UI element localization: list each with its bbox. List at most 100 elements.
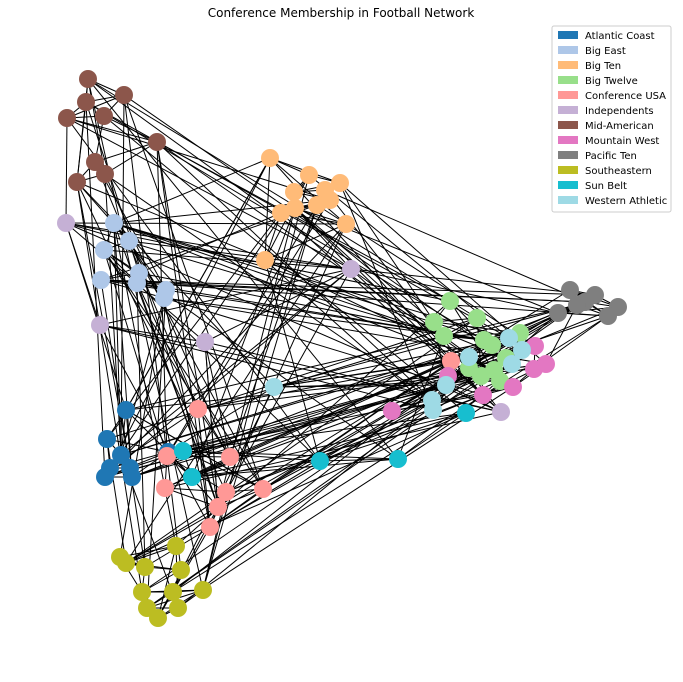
team-node [500,329,518,347]
network-edge [103,249,399,460]
team-node [435,327,453,345]
team-node [117,401,135,419]
network-edge [103,249,352,270]
network-edge [202,204,318,591]
legend-label: Big Ten [585,61,621,72]
team-node [457,404,475,422]
team-node [437,376,455,394]
team-node [169,599,187,617]
team-node [308,196,326,214]
team-node [167,537,185,555]
team-node [117,554,135,572]
network-edge [99,324,434,411]
team-node [92,271,110,289]
network-edge [197,317,478,410]
network-edge [120,344,493,456]
team-node [265,378,283,396]
team-node [221,448,239,466]
team-node [174,442,192,460]
network-edge [106,212,282,440]
legend-label: Mid-American [585,121,654,132]
network-edge [66,94,125,119]
network-edge [125,304,578,411]
team-node [331,174,349,192]
team-node [68,173,86,191]
team-node [254,480,272,498]
network-edge [339,182,445,337]
network-edge [87,78,352,270]
team-node [537,355,555,373]
legend-label: Pacific Ten [585,151,637,162]
team-node [57,214,75,232]
network-edge [294,207,352,270]
legend-label: Southeastern [585,166,652,177]
team-node [96,468,114,486]
network-edge [125,369,495,411]
team-node [599,307,617,325]
team-node [58,109,76,127]
team-node [194,581,212,599]
network-edge [94,161,199,410]
legend-swatch [558,196,578,204]
network-edge [273,304,578,388]
team-node [285,183,303,201]
network-edge [545,304,578,365]
network-edge [66,117,158,143]
team-node [503,355,521,373]
team-node [217,483,235,501]
network-edge [125,409,264,490]
team-node [300,166,318,184]
legend-swatch [558,121,578,129]
team-node [483,336,501,354]
team-node [196,333,214,351]
network-edge [87,78,451,302]
network-edge [103,249,264,490]
network-edge [76,181,143,593]
team-node [105,214,123,232]
network-edge [113,222,445,337]
network-edge [138,272,485,341]
network-edge [100,279,596,296]
network-edge [136,282,321,462]
team-node [561,281,579,299]
team-node [95,107,113,125]
network-edge [103,249,231,458]
network-edge [76,101,87,183]
team-node [149,609,167,627]
team-node [423,391,441,409]
network-edge [280,212,502,413]
network-edge [119,297,165,558]
legend-swatch [558,181,578,189]
team-node [156,479,174,497]
network-edge [204,341,231,458]
network-edge [167,386,275,453]
team-node [115,86,133,104]
network-edge [294,207,435,323]
team-node [96,165,114,183]
team-node [77,93,95,111]
network-edge [273,380,501,388]
legend-label: Mountain West [585,136,659,147]
legend-swatch [558,61,578,69]
network-edge [125,409,169,453]
network-edge [125,223,347,564]
team-node [164,583,182,601]
legend-label: Atlantic Coast [585,31,655,42]
team-node [189,400,207,418]
network-edge [125,289,571,564]
legend-swatch [558,166,578,174]
network-edge [125,317,478,564]
team-node [492,403,510,421]
team-node [460,348,478,366]
team-node [91,316,109,334]
team-node [337,215,355,233]
legend: Atlantic Coast Big East Big Ten Big Twelve C… [551,25,672,213]
network-edge [229,204,318,458]
legend-label: Sun Belt [585,181,627,192]
chart-title: Conference Membership in Football Networ… [208,6,475,20]
network-edge [94,161,167,291]
legend-swatch [558,136,578,144]
team-node [201,518,219,536]
legend-swatch [558,76,578,84]
